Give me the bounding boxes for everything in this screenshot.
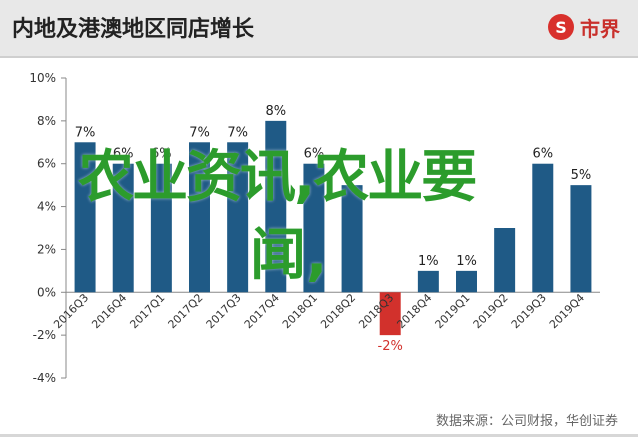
x-tick-label: 2019Q4 (547, 291, 587, 331)
data-label: 7% (189, 125, 210, 140)
chart-title: 内地及港澳地区同店增长 (12, 17, 255, 42)
x-tick-label: 2019Q1 (433, 291, 473, 331)
x-tick-label: 2019Q3 (509, 291, 549, 331)
y-tick-label: 8% (37, 114, 56, 128)
y-tick-label: -2% (33, 328, 56, 342)
brand-logo-icon: S (548, 14, 574, 40)
chart-header: 内地及港澳地区同店增长 S 市界 (0, 0, 638, 58)
y-tick-label: 0% (37, 285, 56, 299)
x-tick-label: 2017Q3 (204, 291, 244, 331)
bar (189, 142, 210, 293)
bar (303, 163, 325, 293)
bar (456, 270, 477, 293)
bar (112, 163, 134, 293)
data-label: 6% (113, 147, 134, 162)
data-label: 8% (265, 104, 286, 119)
bar (532, 163, 554, 293)
bar (494, 228, 516, 293)
bar (417, 270, 439, 293)
bar (150, 163, 172, 293)
data-label: -2% (378, 339, 403, 354)
x-tick-label: 2017Q1 (127, 291, 167, 331)
bar (570, 185, 592, 293)
x-tick-label: 2018Q2 (318, 291, 358, 331)
bottom-divider (0, 434, 638, 437)
data-label: 1% (418, 254, 439, 269)
y-tick-label: 10% (29, 71, 56, 85)
brand-logo-text: 市界 (580, 16, 620, 41)
bar (265, 120, 287, 293)
x-tick-label: 2018Q1 (280, 291, 320, 331)
chart-area: -4% -2% 0% 2% 4% 6% 8% 10% 7% 2016Q3 6% 2016Q4 6% 201… (0, 58, 638, 437)
x-tick-label: 2017Q2 (166, 291, 206, 331)
x-tick-label: 2016Q3 (51, 291, 91, 331)
data-label: 6% (532, 147, 553, 162)
x-tick-label: 2017Q4 (242, 291, 282, 331)
y-tick-label: -4% (33, 371, 56, 385)
data-label: 6% (304, 147, 325, 162)
bar (74, 142, 96, 293)
bar-chart: -4% -2% 0% 2% 4% 6% 8% 10% 7% 2016Q3 6% 2016Q4 6% 201… (29, 71, 600, 385)
y-tick-label: 4% (37, 200, 56, 214)
data-label: 6% (151, 147, 172, 162)
data-source: 数据来源：公司财报，华创证券 (435, 414, 618, 429)
data-label: 7% (75, 125, 96, 140)
bar (341, 185, 363, 293)
data-label: 1% (456, 254, 477, 269)
bar (227, 142, 249, 293)
y-tick-label: 6% (37, 157, 56, 171)
x-tick-label: 2016Q4 (89, 291, 129, 331)
brand-logo: S 市界 (548, 12, 620, 42)
data-label: 5% (571, 168, 592, 183)
data-label: 7% (227, 125, 248, 140)
y-tick-label: 2% (37, 242, 56, 256)
bar (379, 292, 401, 336)
x-tick-label: 2019Q2 (471, 291, 511, 331)
